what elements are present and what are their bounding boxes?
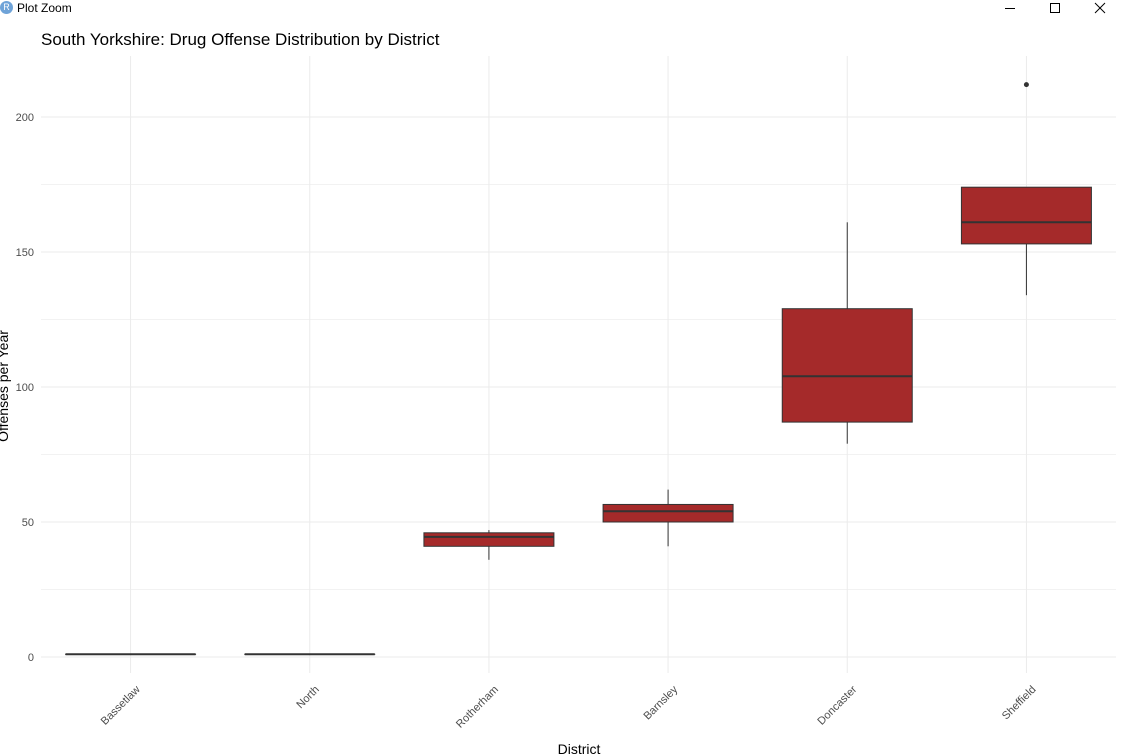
box-body <box>602 503 734 523</box>
box-barnsley <box>602 489 734 547</box>
x-axis-ticks: Bassetlaw North Rotherham Barnsley Doncaster… <box>99 683 1039 730</box>
x-tick-label: Doncaster <box>815 683 859 727</box>
x-axis-title: District <box>558 741 601 754</box>
box-sheffield <box>960 82 1092 296</box>
x-tick-label: North <box>294 684 322 712</box>
y-tick-label: 150 <box>16 247 34 259</box>
y-tick-label: 100 <box>16 382 34 394</box>
r-app-icon: R <box>0 1 13 14</box>
x-tick-label: Bassetlaw <box>99 684 143 728</box>
minimize-button[interactable] <box>987 0 1033 16</box>
box-doncaster <box>781 222 913 444</box>
maximize-icon <box>1050 3 1060 13</box>
outlier-point <box>1023 82 1029 88</box>
close-button[interactable] <box>1077 0 1123 16</box>
y-tick-label: 0 <box>28 652 34 664</box>
y-tick-label: 50 <box>22 517 34 529</box>
grid-major <box>41 56 1116 673</box>
minimize-icon <box>1005 8 1015 9</box>
box-rotherham <box>423 530 555 560</box>
y-tick-label: 200 <box>16 112 34 124</box>
grid-minor <box>41 184 1116 590</box>
maximize-button[interactable] <box>1032 0 1078 16</box>
y-axis-ticks: 0 50 100 150 200 <box>16 112 34 664</box>
x-tick-label: Barnsley <box>641 683 680 722</box>
box-body <box>781 308 913 423</box>
box-body <box>960 186 1092 245</box>
box-body <box>423 532 555 547</box>
y-axis-title: Offenses per Year <box>0 330 11 442</box>
box-series <box>65 82 1092 656</box>
window-titlebar: R Plot Zoom <box>0 0 1123 16</box>
window-title: Plot Zoom <box>17 1 72 15</box>
close-icon <box>1094 2 1106 14</box>
x-tick-label: Rotherham <box>454 684 501 731</box>
chart-title: South Yorkshire: Drug Offense Distributi… <box>41 30 440 49</box>
x-tick-label: Sheffield <box>1000 684 1039 723</box>
boxplot-chart: South Yorkshire: Drug Offense Distributi… <box>0 30 1116 754</box>
